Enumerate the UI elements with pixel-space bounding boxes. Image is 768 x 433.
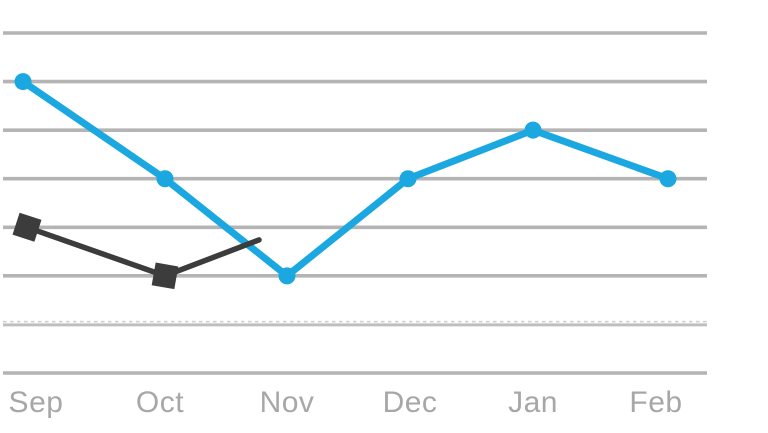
gridlines-group	[3, 31, 707, 375]
series-group	[12, 73, 677, 290]
